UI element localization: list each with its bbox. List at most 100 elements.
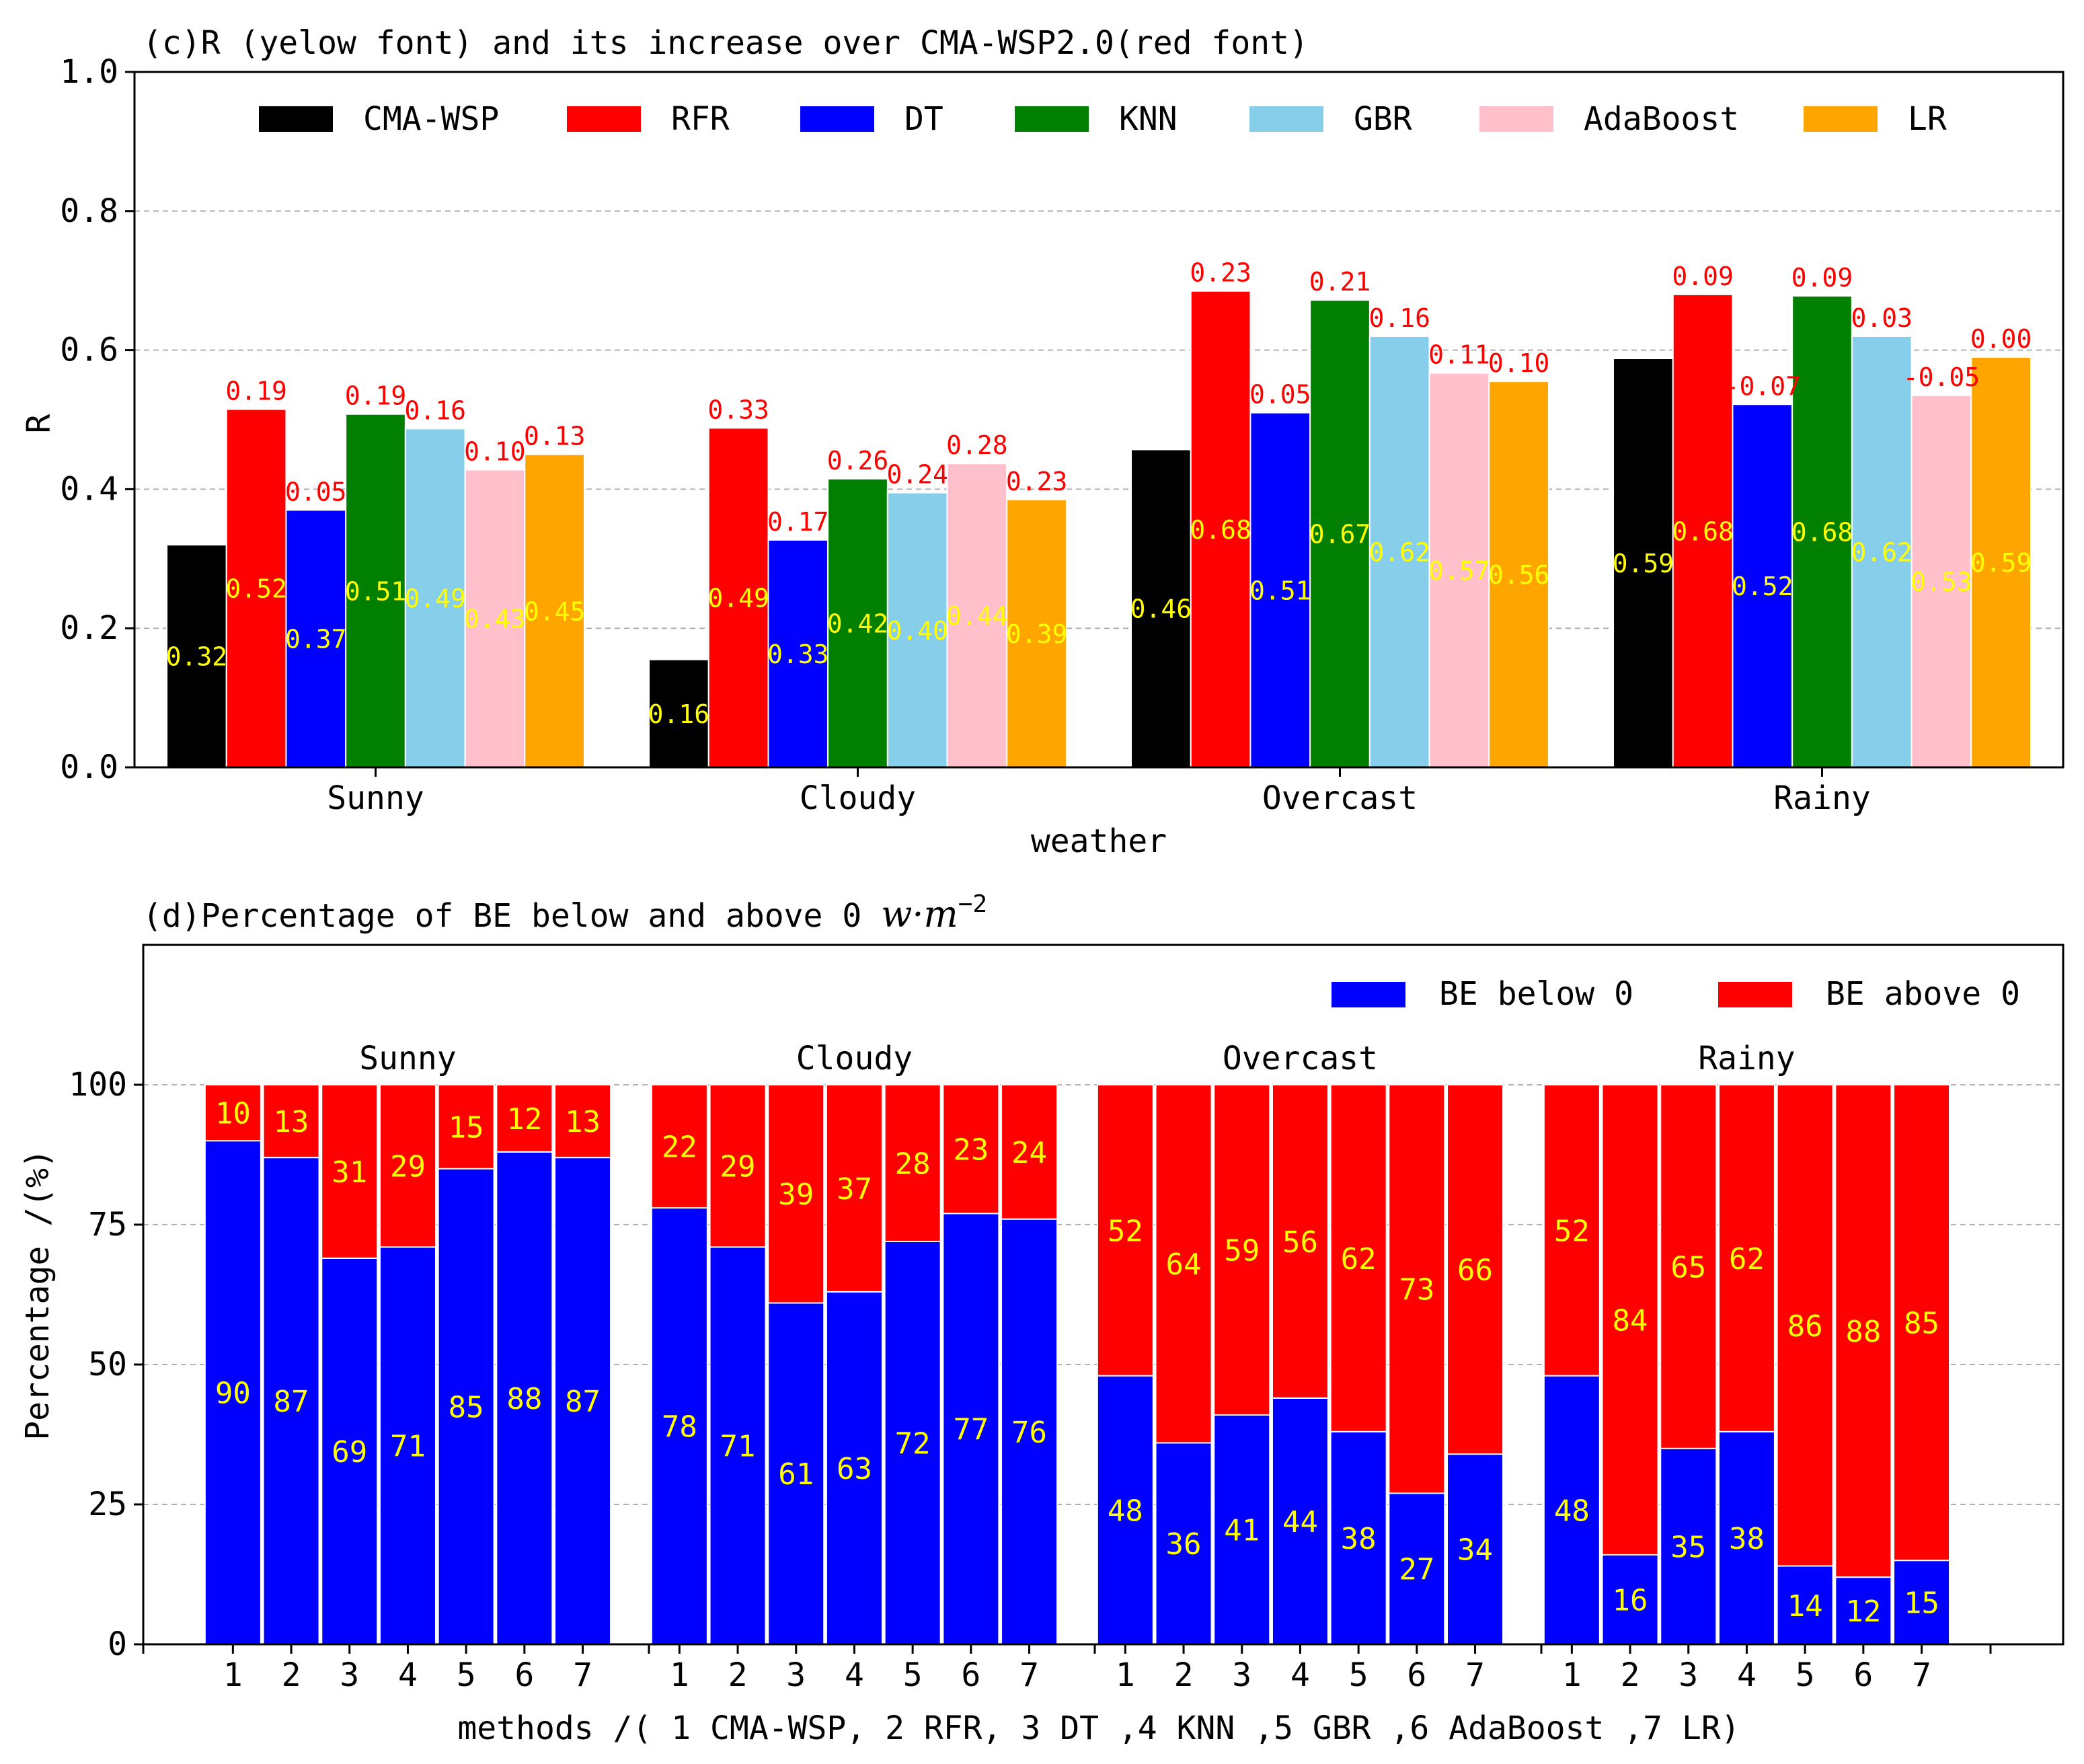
legend-swatch-be-below-0 bbox=[1332, 982, 1405, 1007]
bar-dt-rainy bbox=[1732, 404, 1793, 768]
x-tick-label: 2 bbox=[282, 1656, 301, 1694]
panel-d-bars bbox=[204, 1084, 1951, 1646]
value-label: 0.67 bbox=[1309, 520, 1371, 549]
bar-above-overcast-6 bbox=[1388, 1084, 1446, 1494]
increase-label: 0.11 bbox=[1428, 340, 1490, 370]
bar-below-rainy-7 bbox=[1893, 1560, 1951, 1645]
bar-gbr-cloudy bbox=[886, 492, 948, 768]
bar-below-sunny-7 bbox=[554, 1157, 612, 1646]
y-tick-label: 25 bbox=[88, 1486, 127, 1523]
above-value-label: 64 bbox=[1166, 1248, 1202, 1282]
bar-above-overcast-7 bbox=[1446, 1084, 1504, 1455]
below-value-label: 87 bbox=[565, 1385, 601, 1419]
x-tick-label: 7 bbox=[1912, 1656, 1931, 1694]
above-value-label: 37 bbox=[837, 1172, 872, 1206]
y-tick-label: 1.0 bbox=[60, 53, 118, 91]
bar-above-rainy-6 bbox=[1835, 1084, 1892, 1578]
x-tick-label: 1 bbox=[1116, 1656, 1135, 1694]
bar-dt-overcast bbox=[1249, 412, 1311, 768]
bar-lr-rainy bbox=[1970, 356, 2032, 768]
y-tick-label: 0.8 bbox=[60, 192, 118, 230]
panel-d-group-titles: Sunny Cloudy Overcast Rainy bbox=[359, 1040, 1795, 1077]
bar-above-rainy-2 bbox=[1601, 1084, 1659, 1556]
below-value-label: 72 bbox=[895, 1426, 931, 1461]
bar-above-rainy-4 bbox=[1718, 1084, 1775, 1432]
group-title-cloudy: Cloudy bbox=[796, 1040, 913, 1077]
above-value-label: 10 bbox=[215, 1097, 251, 1131]
above-value-label: 15 bbox=[449, 1110, 484, 1145]
bar-dt-sunny bbox=[285, 509, 347, 768]
x-tick-label: 7 bbox=[1465, 1656, 1485, 1694]
below-value-label: 77 bbox=[953, 1413, 989, 1447]
y-tick-label: 75 bbox=[88, 1206, 127, 1243]
increase-label: 0.09 bbox=[1672, 262, 1734, 291]
legend-swatch-cma-wsp bbox=[259, 106, 333, 132]
below-value-label: 44 bbox=[1282, 1505, 1318, 1539]
y-tick-label: 100 bbox=[69, 1066, 127, 1104]
legend-label-lr: LR bbox=[1908, 100, 1947, 138]
bar-above-sunny-4 bbox=[379, 1084, 436, 1248]
increase-label: 0.16 bbox=[1368, 303, 1430, 333]
value-label: 0.45 bbox=[524, 597, 586, 626]
bar-below-sunny-4 bbox=[379, 1246, 436, 1645]
below-value-label: 16 bbox=[1613, 1583, 1648, 1617]
legend-swatch-be-above-0 bbox=[1718, 982, 1792, 1007]
above-value-label: 12 bbox=[506, 1102, 542, 1137]
below-value-label: 48 bbox=[1554, 1494, 1590, 1528]
increase-label: 0.00 bbox=[1970, 324, 2032, 354]
x-tick-label: 3 bbox=[340, 1656, 359, 1694]
bar-rfr-rainy bbox=[1672, 293, 1734, 768]
value-label: 0.68 bbox=[1791, 517, 1853, 547]
above-value-label: 73 bbox=[1399, 1273, 1434, 1307]
y-tick-label: 0.6 bbox=[60, 332, 118, 369]
below-value-label: 34 bbox=[1457, 1533, 1493, 1568]
y-tick-label: 0 bbox=[108, 1625, 127, 1663]
value-label: 0.51 bbox=[1249, 576, 1311, 605]
panel-c-plot-frame bbox=[133, 71, 2064, 769]
below-value-label: 15 bbox=[1904, 1586, 1939, 1621]
value-label: 0.37 bbox=[285, 625, 347, 654]
bar-below-rainy-6 bbox=[1835, 1576, 1892, 1645]
bar-below-overcast-3 bbox=[1213, 1414, 1271, 1645]
value-label: 0.16 bbox=[648, 699, 710, 729]
increase-label: 0.23 bbox=[1190, 258, 1251, 288]
bar-above-sunny-2 bbox=[262, 1084, 320, 1159]
value-label: 0.52 bbox=[225, 574, 287, 604]
legend-label-cma-wsp: CMA-WSP bbox=[363, 100, 499, 138]
panel-d-be-chart: (d)Percentage of BE below and above 0 w·… bbox=[19, 890, 2064, 1747]
bar-above-cloudy-1 bbox=[650, 1084, 708, 1209]
panel-c-r-chart: (c)R (yelow font) and its increase over … bbox=[20, 24, 2064, 860]
bar-rfr-overcast bbox=[1190, 290, 1251, 768]
value-label: 0.49 bbox=[707, 584, 769, 613]
below-value-label: 38 bbox=[1341, 1522, 1377, 1556]
value-label: 0.59 bbox=[1970, 548, 2032, 578]
panel-d-value-labels: 90 10 87 13 69 31 71 29 85 15 88 12 87 13 78 22 71 29 61 39… bbox=[215, 1097, 1939, 1629]
panel-d-plot-frame bbox=[142, 944, 2064, 1646]
legend-label-be-below-0: BE below 0 bbox=[1439, 975, 1633, 1013]
x-tick-label: 1 bbox=[670, 1656, 689, 1694]
x-tick-label: 6 bbox=[1853, 1656, 1873, 1694]
below-value-label: 38 bbox=[1729, 1522, 1765, 1556]
panel-d-y-axis: 0 25 50 75 100 bbox=[69, 1066, 143, 1663]
panel-d-legend: BE below 0 BE above 0 bbox=[1332, 975, 2020, 1013]
panel-c-value-labels: 0.32 0.52 0.19 0.37 0.05 0.51 0.19 0.49 0.16 0.43… bbox=[166, 258, 2032, 729]
value-label: 0.32 bbox=[166, 642, 228, 672]
legend-swatch-lr bbox=[1804, 106, 1878, 132]
panel-c-bars bbox=[166, 290, 2032, 769]
x-tick-label: 1 bbox=[223, 1656, 243, 1694]
above-value-label: 56 bbox=[1282, 1225, 1318, 1260]
increase-label: 0.05 bbox=[285, 477, 347, 506]
panel-d-x-axis-label: methods /( 1 CMA-WSP, 2 RFR, 3 DT ,4 KNN… bbox=[457, 1710, 1740, 1747]
bar-below-cloudy-2 bbox=[709, 1246, 767, 1645]
group-title-overcast: Overcast bbox=[1223, 1040, 1378, 1077]
above-value-label: 66 bbox=[1457, 1254, 1493, 1288]
above-value-label: 23 bbox=[953, 1133, 989, 1167]
legend-swatch-adaboost bbox=[1479, 106, 1553, 132]
below-value-label: 88 bbox=[506, 1382, 542, 1416]
x-tick-label: 3 bbox=[1232, 1656, 1251, 1694]
increase-label: 0.05 bbox=[1249, 380, 1311, 410]
bar-above-cloudy-4 bbox=[825, 1084, 883, 1293]
bar-below-sunny-1 bbox=[204, 1140, 262, 1645]
x-tick-label: 6 bbox=[514, 1656, 534, 1694]
value-label: 0.57 bbox=[1428, 556, 1490, 586]
